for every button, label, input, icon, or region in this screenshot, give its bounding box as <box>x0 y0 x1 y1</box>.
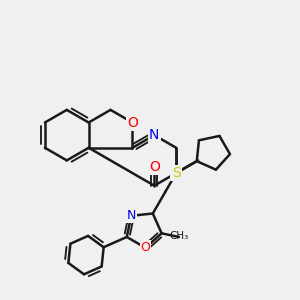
Text: N: N <box>149 128 160 142</box>
Text: O: O <box>141 241 151 254</box>
Text: S: S <box>172 166 181 180</box>
Text: CH₃: CH₃ <box>169 230 189 241</box>
Text: N: N <box>127 209 136 222</box>
Text: O: O <box>149 160 160 174</box>
Text: O: O <box>127 116 138 130</box>
Text: N: N <box>171 166 181 180</box>
